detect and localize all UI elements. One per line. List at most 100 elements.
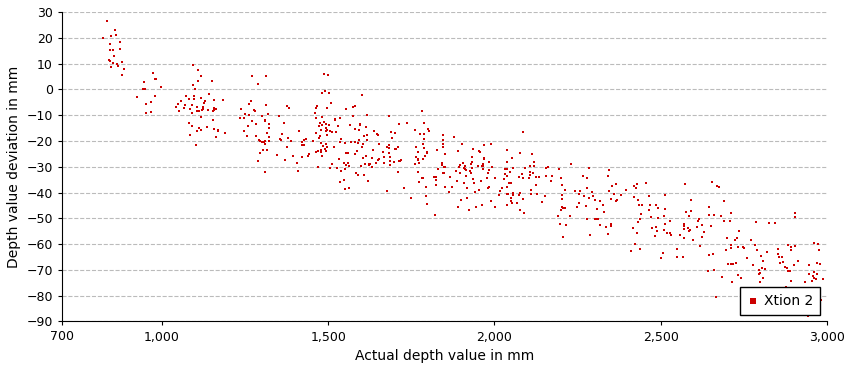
Xtion 2 bbox=[452, 162, 466, 168]
Xtion 2 bbox=[576, 173, 590, 179]
Xtion 2 bbox=[725, 279, 739, 285]
Xtion 2 bbox=[249, 108, 262, 114]
Xtion 2 bbox=[583, 165, 596, 171]
Xtion 2 bbox=[171, 101, 185, 107]
X-axis label: Actual depth value in mm: Actual depth value in mm bbox=[355, 349, 534, 363]
Xtion 2 bbox=[472, 163, 486, 169]
Xtion 2 bbox=[523, 163, 537, 169]
Xtion 2 bbox=[333, 179, 347, 185]
Xtion 2 bbox=[459, 173, 473, 179]
Xtion 2 bbox=[464, 170, 478, 176]
Xtion 2 bbox=[660, 230, 674, 236]
Xtion 2 bbox=[554, 221, 567, 227]
Xtion 2 bbox=[500, 159, 514, 165]
Xtion 2 bbox=[482, 184, 496, 190]
Xtion 2 bbox=[102, 57, 116, 63]
Xtion 2 bbox=[371, 132, 385, 138]
Xtion 2 bbox=[435, 162, 449, 168]
Xtion 2 bbox=[337, 178, 351, 184]
Xtion 2 bbox=[513, 190, 527, 196]
Xtion 2 bbox=[211, 128, 225, 134]
Xtion 2 bbox=[262, 121, 276, 127]
Xtion 2 bbox=[775, 254, 789, 260]
Xtion 2 bbox=[412, 157, 425, 162]
Xtion 2 bbox=[258, 138, 272, 144]
Xtion 2 bbox=[207, 107, 221, 113]
Xtion 2 bbox=[798, 279, 812, 285]
Xtion 2 bbox=[712, 184, 726, 189]
Xtion 2 bbox=[677, 221, 691, 226]
Xtion 2 bbox=[631, 219, 645, 225]
Xtion 2 bbox=[363, 161, 377, 167]
Xtion 2 bbox=[512, 174, 526, 180]
Xtion 2 bbox=[789, 210, 803, 216]
Xtion 2 bbox=[356, 155, 370, 161]
Xtion 2 bbox=[358, 161, 371, 167]
Xtion 2 bbox=[295, 154, 308, 160]
Xtion 2 bbox=[602, 189, 616, 195]
Xtion 2 bbox=[107, 54, 121, 60]
Xtion 2 bbox=[319, 125, 332, 131]
Xtion 2 bbox=[436, 132, 450, 138]
Xtion 2 bbox=[259, 141, 273, 147]
Xtion 2 bbox=[815, 297, 828, 303]
Xtion 2 bbox=[397, 185, 411, 191]
Xtion 2 bbox=[500, 202, 514, 208]
Xtion 2 bbox=[192, 108, 205, 114]
Xtion 2 bbox=[640, 180, 653, 186]
Xtion 2 bbox=[467, 180, 481, 186]
Xtion 2 bbox=[481, 170, 494, 176]
Xtion 2 bbox=[348, 103, 361, 109]
Xtion 2 bbox=[314, 127, 328, 133]
Xtion 2 bbox=[803, 271, 816, 277]
Xtion 2 bbox=[532, 174, 545, 180]
Xtion 2 bbox=[717, 198, 731, 204]
Xtion 2 bbox=[460, 185, 474, 191]
Xtion 2 bbox=[657, 213, 671, 219]
Xtion 2 bbox=[629, 240, 642, 246]
Xtion 2 bbox=[348, 126, 362, 132]
Xtion 2 bbox=[181, 120, 195, 126]
Xtion 2 bbox=[571, 204, 584, 210]
Xtion 2 bbox=[601, 173, 614, 179]
Xtion 2 bbox=[389, 130, 402, 136]
Xtion 2 bbox=[648, 224, 662, 230]
Xtion 2 bbox=[253, 138, 267, 144]
Xtion 2 bbox=[757, 275, 770, 281]
Xtion 2 bbox=[360, 138, 374, 144]
Xtion 2 bbox=[750, 247, 763, 253]
Xtion 2 bbox=[334, 136, 348, 142]
Xtion 2 bbox=[262, 134, 276, 139]
Xtion 2 bbox=[627, 183, 641, 189]
Xtion 2 bbox=[724, 210, 738, 216]
Xtion 2 bbox=[237, 115, 250, 121]
Xtion 2 bbox=[709, 294, 722, 300]
Xtion 2 bbox=[95, 0, 109, 3]
Xtion 2 bbox=[651, 205, 665, 211]
Xtion 2 bbox=[280, 103, 294, 109]
Xtion 2 bbox=[416, 108, 429, 114]
Xtion 2 bbox=[353, 137, 366, 143]
Xtion 2 bbox=[191, 67, 204, 73]
Xtion 2 bbox=[258, 169, 272, 175]
Xtion 2 bbox=[723, 218, 737, 224]
Xtion 2 bbox=[579, 203, 593, 209]
Xtion 2 bbox=[149, 77, 163, 83]
Xtion 2 bbox=[130, 94, 144, 100]
Xtion 2 bbox=[251, 81, 265, 87]
Xtion 2 bbox=[187, 93, 200, 99]
Xtion 2 bbox=[339, 106, 353, 112]
Xtion 2 bbox=[501, 191, 515, 196]
Xtion 2 bbox=[773, 260, 786, 266]
Xtion 2 bbox=[369, 160, 383, 166]
Xtion 2 bbox=[408, 127, 422, 133]
Xtion 2 bbox=[256, 139, 269, 145]
Xtion 2 bbox=[768, 221, 781, 226]
Xtion 2 bbox=[740, 255, 753, 261]
Xtion 2 bbox=[477, 142, 491, 148]
Xtion 2 bbox=[583, 195, 596, 201]
Xtion 2 bbox=[363, 162, 377, 168]
Xtion 2 bbox=[686, 238, 699, 243]
Xtion 2 bbox=[412, 149, 425, 155]
Xtion 2 bbox=[207, 105, 221, 111]
